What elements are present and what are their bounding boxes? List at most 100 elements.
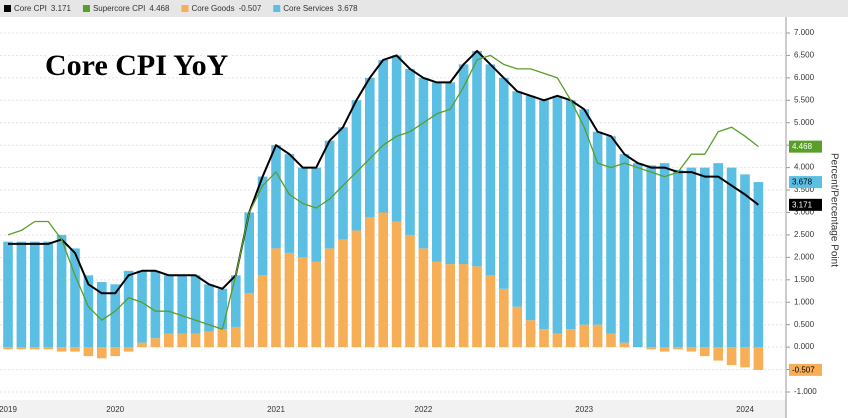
legend-label: Core Goods -0.507 bbox=[191, 4, 261, 13]
bar bbox=[110, 284, 120, 348]
bar bbox=[539, 100, 549, 330]
bar bbox=[97, 347, 107, 359]
bar bbox=[391, 221, 402, 348]
bar bbox=[43, 241, 53, 348]
y-tick-label: 6.500 bbox=[794, 51, 815, 60]
line bbox=[8, 49, 760, 295]
bar bbox=[646, 347, 656, 350]
bar bbox=[512, 91, 522, 307]
y-tick-label: 0.500 bbox=[794, 320, 815, 329]
legend-label: Core Services 3.678 bbox=[283, 4, 358, 13]
legend-value: 3.678 bbox=[338, 4, 359, 13]
line bbox=[7, 54, 759, 330]
bar bbox=[324, 248, 335, 348]
bar bbox=[16, 347, 27, 350]
bar bbox=[700, 347, 710, 357]
bar bbox=[566, 100, 576, 330]
x-tick-label: 2020 bbox=[106, 405, 124, 414]
bar bbox=[686, 167, 697, 348]
bar bbox=[284, 154, 295, 253]
legend-swatch bbox=[273, 5, 281, 12]
bar bbox=[418, 248, 429, 348]
bar bbox=[458, 64, 469, 265]
bar bbox=[432, 82, 442, 262]
bar bbox=[150, 338, 161, 348]
y-tick-label: 3.500 bbox=[794, 185, 815, 194]
bar bbox=[726, 167, 737, 348]
bar bbox=[70, 347, 80, 352]
bar bbox=[391, 55, 402, 222]
value-box bbox=[789, 176, 822, 189]
y-tick-label: 2.000 bbox=[794, 252, 815, 261]
bar bbox=[271, 248, 281, 348]
bar bbox=[338, 239, 348, 348]
bar bbox=[646, 165, 656, 348]
bar bbox=[592, 131, 603, 325]
y-tick-label: 5.000 bbox=[794, 118, 815, 127]
legend-name: Core Services bbox=[283, 4, 333, 13]
value-label: -0.507 bbox=[792, 365, 815, 374]
legend-swatch bbox=[181, 5, 189, 12]
legend-swatch bbox=[4, 5, 11, 12]
legend-label: Supercore CPI 4.468 bbox=[93, 4, 170, 13]
bar bbox=[204, 331, 214, 348]
y-tick-label: 3.000 bbox=[794, 208, 815, 217]
bar bbox=[592, 324, 603, 348]
y-tick-label: 4.000 bbox=[794, 163, 815, 172]
bar bbox=[177, 275, 187, 334]
bar bbox=[56, 347, 67, 352]
bar bbox=[284, 252, 295, 348]
bar bbox=[311, 167, 321, 262]
bar bbox=[579, 324, 589, 348]
bar bbox=[539, 329, 549, 348]
bar bbox=[566, 329, 576, 348]
bar bbox=[673, 169, 683, 348]
legend-name: Core CPI bbox=[14, 4, 47, 13]
legend-value: 3.171 bbox=[51, 4, 72, 13]
bar bbox=[83, 347, 94, 357]
x-tick-label: 2024 bbox=[736, 405, 754, 414]
bar bbox=[405, 68, 415, 235]
axis-labels: -1.000-0.5000.0000.5001.0001.5002.0002.5… bbox=[0, 28, 822, 414]
bar bbox=[97, 282, 107, 348]
bar bbox=[30, 347, 40, 350]
bar bbox=[432, 261, 442, 348]
bar bbox=[418, 77, 429, 249]
bar bbox=[378, 212, 388, 348]
y-tick-label: -1.000 bbox=[794, 387, 817, 396]
bar bbox=[512, 306, 522, 348]
y-tick-label: 2.500 bbox=[794, 230, 815, 239]
legend-value: -0.507 bbox=[239, 4, 262, 13]
bar bbox=[351, 100, 362, 231]
bar bbox=[137, 270, 147, 343]
bar bbox=[3, 347, 13, 350]
bar bbox=[257, 176, 268, 276]
bar bbox=[485, 275, 496, 348]
bar bbox=[726, 347, 737, 366]
legend-swatch bbox=[82, 5, 90, 12]
bar bbox=[16, 241, 27, 348]
bar bbox=[217, 329, 228, 348]
bar bbox=[713, 347, 723, 361]
bar bbox=[204, 284, 214, 332]
bar bbox=[324, 140, 335, 249]
bar bbox=[499, 77, 509, 289]
bar bbox=[552, 95, 563, 334]
bar bbox=[257, 275, 268, 348]
bar bbox=[713, 163, 723, 348]
bar bbox=[740, 174, 750, 348]
bar bbox=[659, 347, 670, 352]
y-tick-label: 7.000 bbox=[794, 28, 815, 37]
x-tick-label: 2023 bbox=[575, 405, 593, 414]
bar bbox=[472, 50, 482, 267]
y-tick-label: 6.000 bbox=[794, 73, 815, 82]
legend-name: Supercore CPI bbox=[93, 4, 145, 13]
bar bbox=[110, 347, 120, 357]
x-tick-label: 2021 bbox=[267, 405, 285, 414]
y-tick-label: 1.500 bbox=[794, 275, 815, 284]
bar bbox=[378, 59, 388, 213]
y-tick-label: 1.000 bbox=[794, 297, 815, 306]
bar bbox=[579, 109, 589, 325]
bar bbox=[311, 261, 321, 348]
